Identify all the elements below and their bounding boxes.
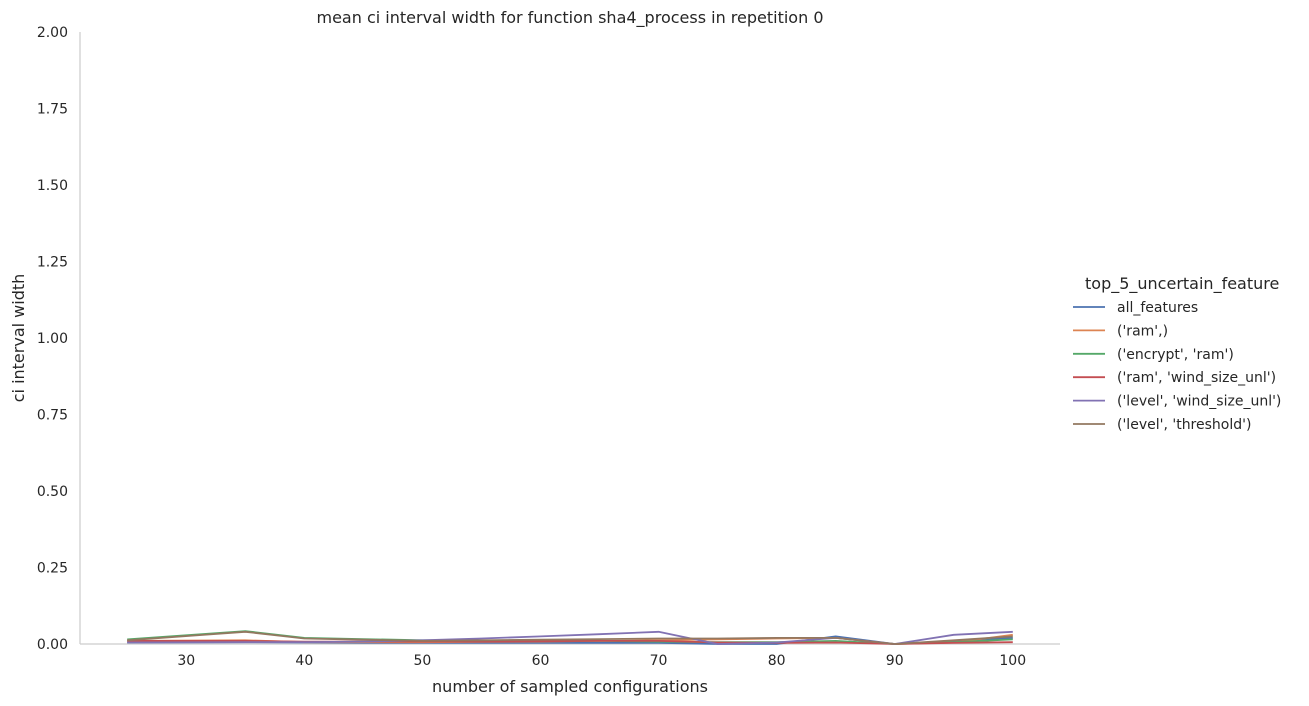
legend-label-4: ('level', 'wind_size_unl') [1117, 394, 1281, 410]
legend-label-0: all_features [1117, 300, 1198, 316]
series-lines [127, 630, 1013, 645]
x-tick-label: 50 [413, 653, 431, 669]
legend-label-1: ('ram',) [1117, 323, 1168, 339]
x-tick-label: 60 [532, 653, 550, 669]
legend-label-3: ('ram', 'wind_size_unl') [1117, 370, 1276, 386]
y-tick-label: 2.00 [37, 25, 68, 41]
y-tick-label: 1.50 [37, 178, 68, 194]
x-axis-ticks: 30 40 50 60 70 80 90 100 [177, 653, 1026, 669]
x-tick-label: 70 [650, 653, 668, 669]
chart-title: mean ci interval width for function sha4… [317, 8, 824, 28]
y-axis-label: ci interval width [9, 274, 28, 403]
y-axis-ticks: 0.00 0.25 0.50 0.75 1.00 1.25 1.50 1.75 2.00 [37, 25, 68, 653]
y-tick-label: 1.25 [37, 255, 68, 271]
y-tick-label: 1.00 [37, 331, 68, 347]
legend-label-2: ('encrypt', 'ram') [1117, 347, 1234, 363]
legend: top_5_uncertain_feature all_features ('ra… [1073, 274, 1281, 433]
y-tick-label: 0.00 [37, 637, 68, 653]
y-tick-label: 1.75 [37, 102, 68, 118]
y-tick-label: 0.50 [37, 484, 68, 500]
x-tick-label: 100 [999, 653, 1026, 669]
x-tick-label: 30 [177, 653, 195, 669]
legend-label-5: ('level', 'threshold') [1117, 417, 1251, 433]
x-axis-label: number of sampled configurations [432, 677, 708, 696]
legend-title: top_5_uncertain_feature [1085, 274, 1279, 294]
x-tick-label: 80 [768, 653, 786, 669]
y-tick-label: 0.25 [37, 561, 68, 577]
series-line-5 [127, 630, 1013, 645]
x-tick-label: 90 [886, 653, 904, 669]
x-tick-label: 40 [295, 653, 313, 669]
y-tick-label: 0.75 [37, 408, 68, 424]
